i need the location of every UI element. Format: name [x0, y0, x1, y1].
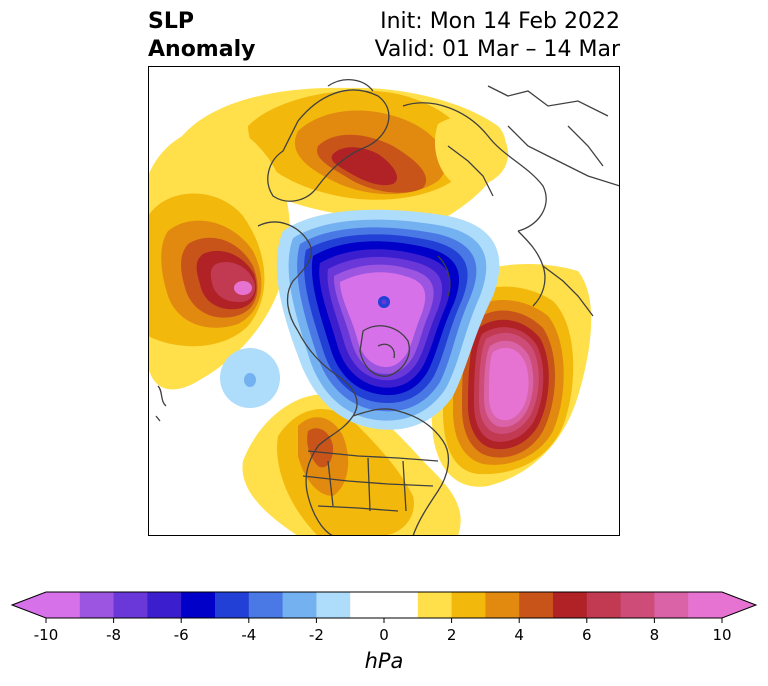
title-line-2: Anomaly: [148, 37, 256, 62]
valid-range: Valid: 01 Mar – 14 Mar: [374, 37, 620, 62]
colorbar-segment: [282, 592, 317, 618]
colorbar-tick-label: 10: [712, 626, 731, 644]
init-date: Init: Mon 14 Feb 2022: [380, 9, 620, 34]
colorbar-ticks: -10 -8 -6 -4 -2 0 2 4 6 8 10: [34, 618, 732, 644]
colorbar-segment: [654, 592, 689, 618]
colorbar-tick-label: -10: [34, 626, 59, 644]
colorbar-segment: [147, 592, 182, 618]
anomaly-low-arctic: [276, 209, 500, 430]
colorbar-tick-label: 4: [514, 626, 524, 644]
chart-title: SLP Anomaly: [148, 8, 255, 64]
colorbar-tick-label: -8: [106, 626, 121, 644]
colorbar-segments: [10, 591, 758, 619]
colorbar-segment: [451, 592, 486, 618]
colorbar-segment: [553, 592, 588, 618]
anomaly-high-north-pacific: [148, 126, 290, 390]
colorbar-tick-label: 2: [447, 626, 457, 644]
colorbar-tick-label: -6: [174, 626, 189, 644]
colorbar-segment: [181, 592, 216, 618]
colorbar-tick-label: 6: [582, 626, 592, 644]
colorbar-tick-label: -2: [309, 626, 324, 644]
colorbar-unit-label: hPa: [365, 649, 404, 673]
colorbar-segment: [113, 592, 148, 618]
colorbar-segment: [485, 592, 520, 618]
date-info: Init: Mon 14 Feb 2022 Valid: 01 Mar – 14…: [375, 8, 620, 64]
colorbar-segment: [46, 592, 81, 618]
colorbar-segment: [417, 592, 453, 618]
title-line-1: SLP: [148, 9, 194, 34]
anomaly-high-upper-right: [434, 115, 509, 187]
colorbar-segment: [350, 592, 419, 618]
colorbar-segment: [316, 592, 351, 618]
colorbar-extend-max: [722, 592, 756, 618]
colorbar-segment: [688, 592, 723, 618]
colorbar-segment: [586, 592, 622, 618]
colorbar-segment: [215, 592, 250, 618]
coastlines: [155, 79, 620, 536]
colorbar-segment: [519, 592, 554, 618]
colorbar-segment: [248, 592, 284, 618]
colorbar: -10 -8 -6 -4 -2 0 2 4 6 8 10 hPa: [10, 591, 758, 673]
colorbar-segment: [79, 592, 115, 618]
colorbar-tick-label: 0: [379, 626, 389, 644]
colorbar-tick-label: -4: [241, 626, 256, 644]
colorbar-segment: [620, 592, 655, 618]
slp-anomaly-map: [148, 66, 620, 536]
colorbar-extend-min: [12, 592, 46, 618]
map-frame: [148, 66, 620, 536]
anomaly-low-pacific: [220, 348, 280, 408]
anomaly-high-north-america: [242, 394, 461, 536]
colorbar-tick-label: 8: [650, 626, 660, 644]
